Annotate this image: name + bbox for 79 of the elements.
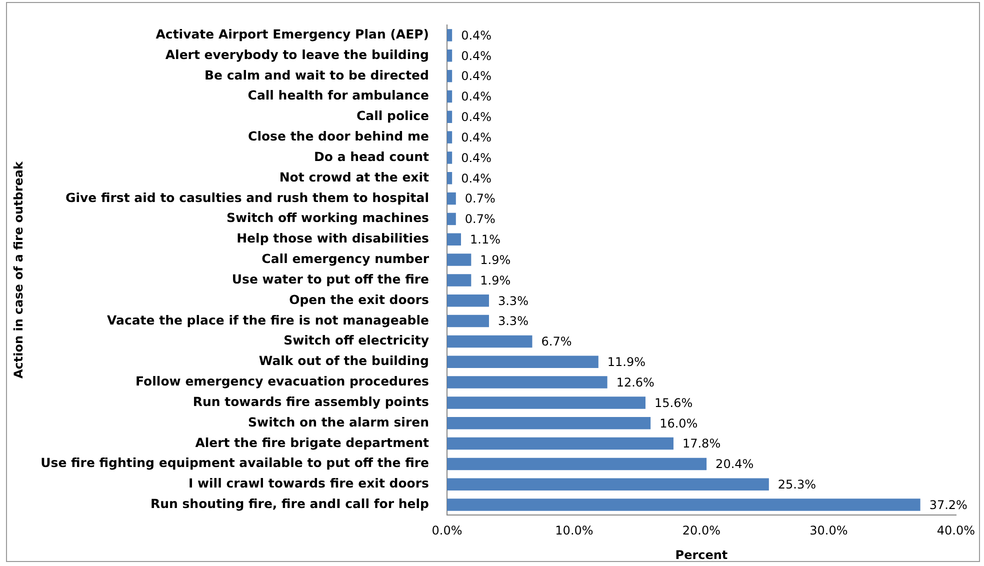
y-tick-label: Run shouting fire, fire andI call for help [150,496,430,512]
bar [447,356,598,368]
bar [447,458,707,470]
y-tick-label: Follow emergency evacuation procedures [136,374,429,389]
y-tick-label: Switch off working machines [226,210,429,226]
bar [447,478,769,490]
bar [447,417,651,430]
bar [447,254,472,266]
bar [447,70,452,82]
y-tick-label: Open the exit doors [289,292,429,307]
data-label: 25.3% [778,478,816,492]
data-label: 17.8% [682,436,721,451]
bar [447,335,532,348]
bar [447,294,489,307]
bar [447,396,646,409]
x-axis-title: Percent [675,548,728,562]
y-tick-label: Do a head count [314,148,430,164]
y-tick-label: I will crawl towards fire exit doors [188,476,429,491]
y-tick-label: Call health for ambulance [248,88,429,103]
data-label: 37.2% [929,498,968,512]
bar [447,274,472,286]
x-tick-label: 10.0% [555,523,594,538]
y-tick-label: Close the door behind me [248,128,429,144]
bar [447,152,452,164]
bar [447,498,920,511]
bar [447,50,452,62]
y-tick-label: Call police [356,108,429,124]
y-tick-label: Give first aid to casulties and rush them to hospital [65,190,429,205]
bar [447,376,608,388]
data-label: 0.7% [464,212,496,226]
bar [447,110,452,123]
data-label: 15.6% [654,396,693,410]
bar [447,212,456,226]
bar [447,192,456,205]
data-label: 20.4% [716,457,754,472]
x-tick-label: 20.0% [682,523,721,538]
data-label: 1.1% [470,232,500,246]
data-label: 1.9% [480,252,511,267]
bar [447,29,452,42]
bar [447,314,489,328]
data-label: 3.3% [498,294,528,308]
x-tick-label: 40.0% [936,523,975,538]
y-tick-label: Alert the fire brigate department [195,434,430,450]
y-tick-label: Run towards fire assembly points [192,394,429,409]
data-label: 0.7% [464,192,496,206]
y-tick-label: Use fire fighting equipment available to put off the fire [40,455,429,470]
bar [447,437,674,450]
x-tick-label: 0.0% [432,523,462,538]
data-label: 0.4% [461,171,492,186]
data-label: 12.6% [616,375,654,390]
bar [447,233,461,246]
data-label: 0.4% [461,90,492,104]
data-label: 1.9% [480,273,511,288]
data-label: 0.4% [461,110,492,124]
y-axis-title: Action in case of a fire outbreak [11,160,26,379]
y-tick-label: Call emergency number [262,251,430,266]
y-tick-label: Vacate the place if the fire is not manageable [107,312,429,328]
data-label: 0.4% [461,48,492,63]
y-tick-label: Walk out of the building [258,353,429,368]
y-tick-label: Use water to put off the fire [232,271,429,286]
y-tick-label: Switch on the alarm siren [248,414,429,430]
y-tick-label: Help those with disabilities [236,230,429,246]
data-label: 0.4% [461,130,492,144]
data-label: 0.4% [461,69,492,84]
bar [447,131,452,144]
data-label: 0.4% [461,150,492,165]
data-label: 0.4% [461,28,492,42]
y-tick-label: Be calm and wait to be directed [204,67,429,82]
data-label: 6.7% [541,334,572,349]
bar [447,90,452,103]
y-tick-label: Switch off electricity [284,332,429,348]
y-tick-label: Activate Airport Emergency Plan (AEP) [156,26,429,42]
x-tick-label: 30.0% [810,523,848,538]
bar [447,172,452,184]
y-tick-label: Alert everybody to leave the building [165,46,429,62]
data-label: 11.9% [607,355,646,369]
y-tick-label: Not crowd at the exit [279,169,430,184]
data-label: 16.0% [660,416,698,430]
data-label: 3.3% [498,314,528,328]
